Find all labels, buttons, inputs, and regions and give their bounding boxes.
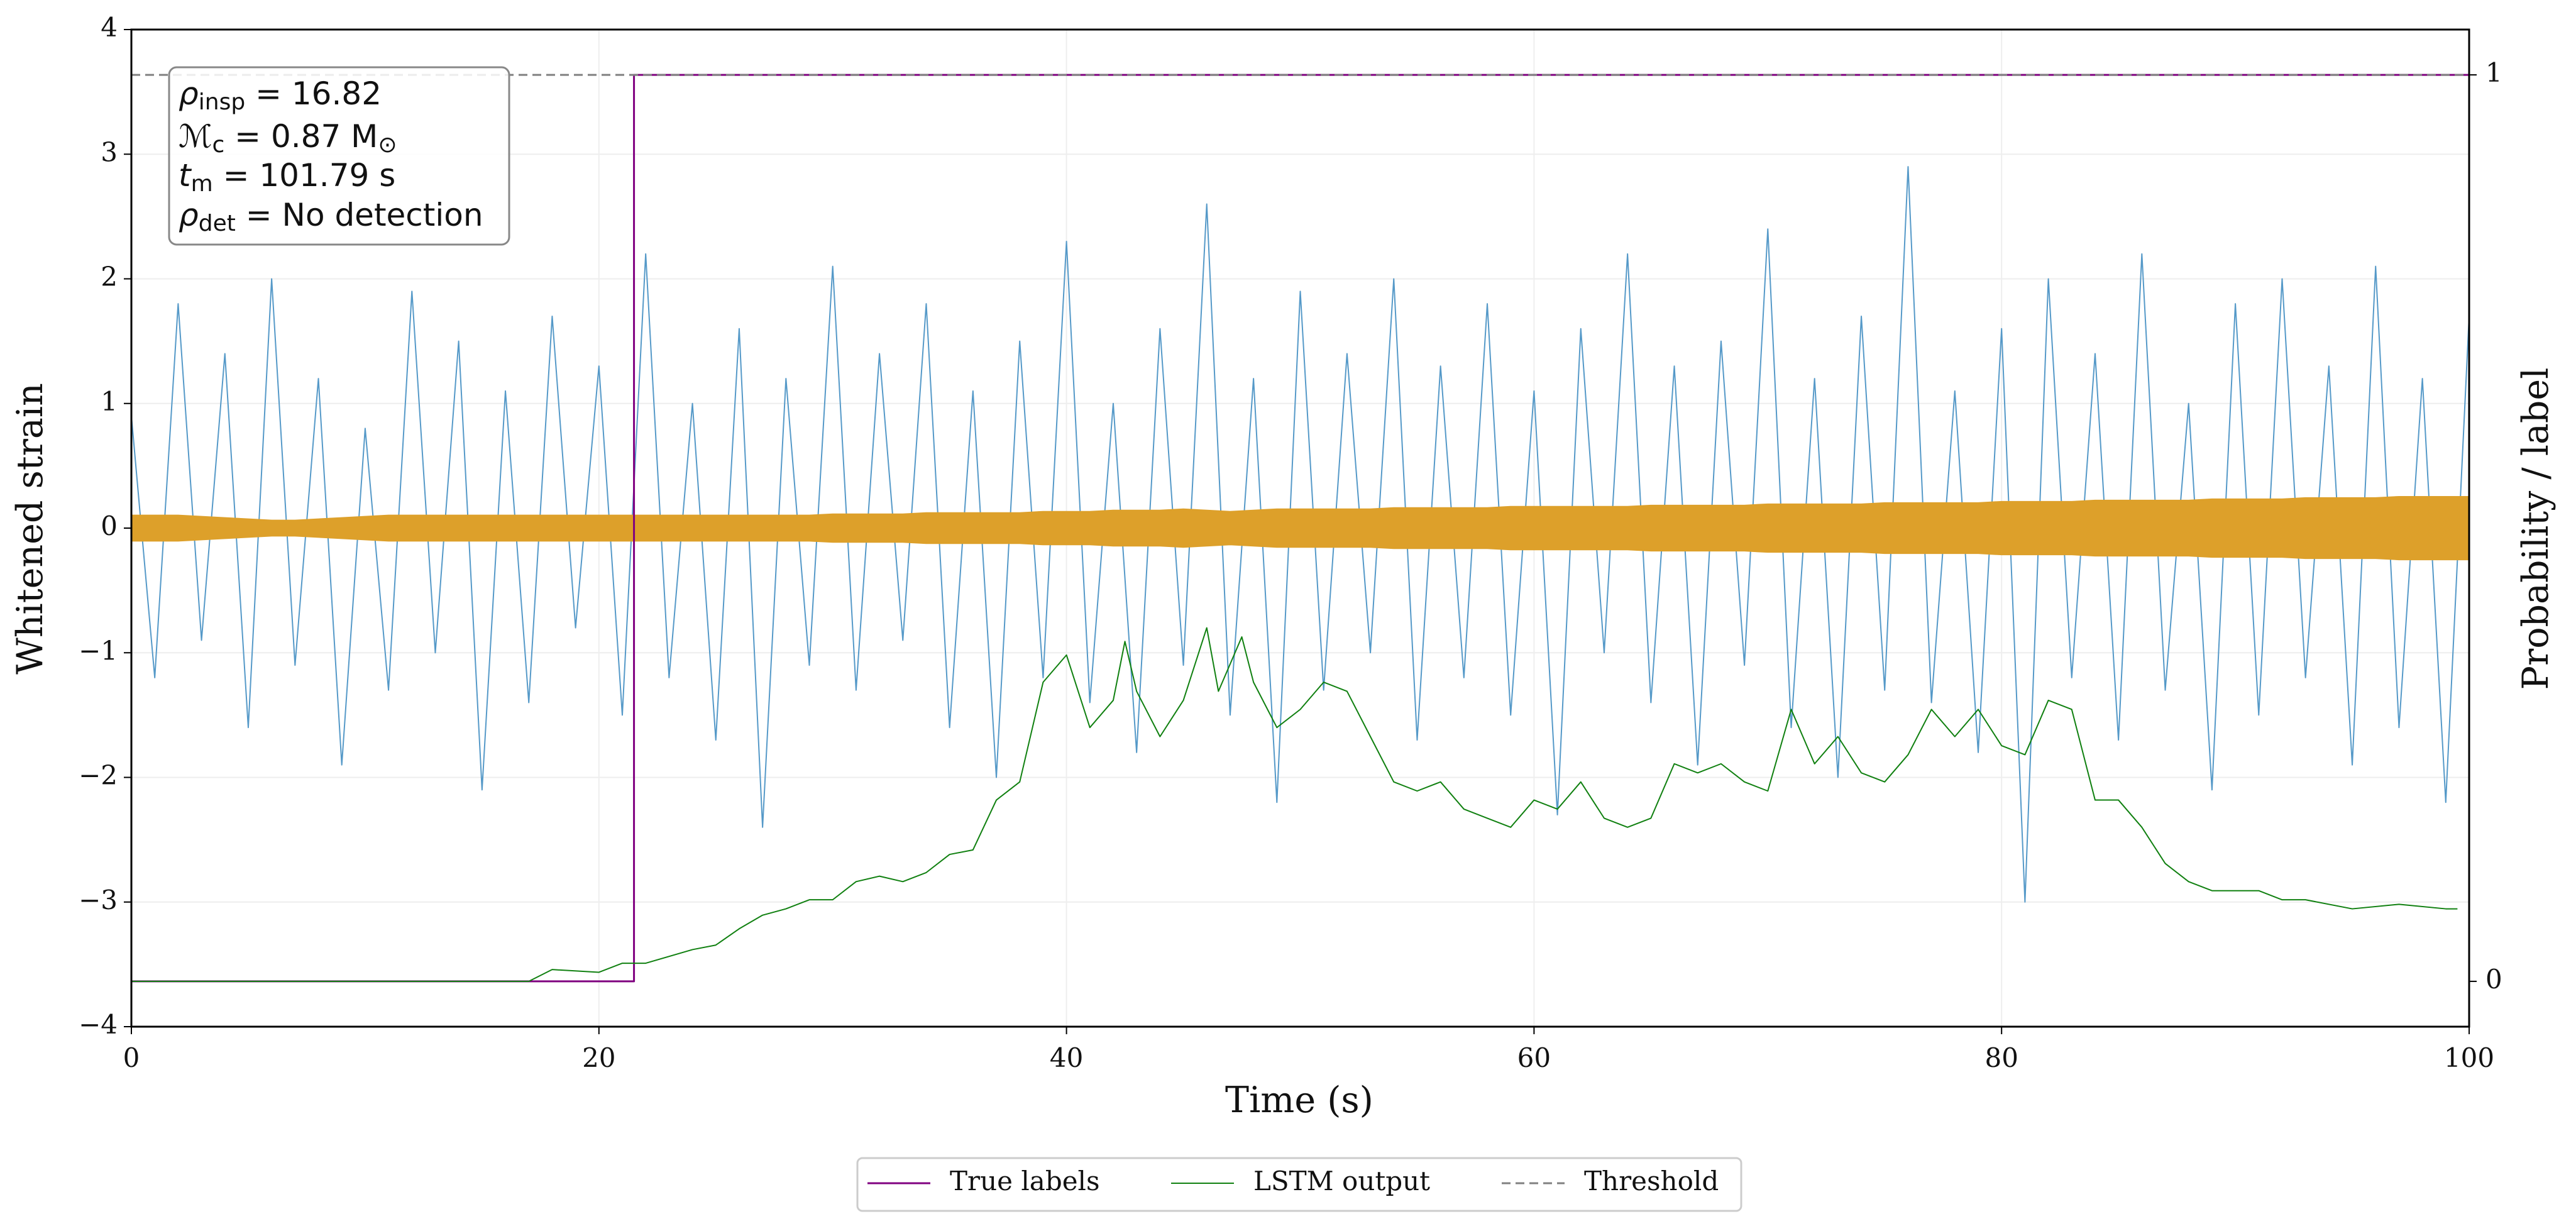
annotation-part: det [199, 211, 236, 236]
annotation-part: insp [199, 89, 245, 115]
annotation-part: ρ [179, 197, 199, 233]
y-tick-label: 0 [101, 511, 118, 541]
y-axis-label: Whitened strain [9, 383, 51, 675]
annotation: ℳc = 0.87 M⊙ [179, 118, 397, 158]
legend-box [856, 1157, 1742, 1212]
annotation-part: ⊙ [378, 132, 397, 158]
x-tick-label: 60 [1517, 1042, 1551, 1073]
annotation: ρinsp = 16.82 [179, 75, 382, 116]
x-tick-label: 0 [123, 1042, 140, 1073]
annotation-part: ℳ [179, 118, 212, 155]
annotation-part: = 0.87 M [224, 118, 378, 155]
annotation: tm = 101.79 s [179, 157, 395, 197]
y-tick-label: −2 [79, 760, 118, 791]
legend-label: LSTM output [1253, 1166, 1430, 1196]
annotation-part: = No detection [236, 197, 483, 233]
x-tick-label: 100 [2444, 1042, 2494, 1073]
x-tick-label: 20 [582, 1042, 615, 1073]
legend-label: Threshold [1584, 1166, 1719, 1196]
y-tick-label: 3 [101, 136, 118, 167]
y2-tick-label: 1 [2485, 57, 2502, 88]
y-tick-label: 2 [101, 262, 118, 292]
y-tick-label: −3 [79, 885, 118, 915]
y2-axis-label: Probability / label [2515, 368, 2557, 690]
axes-frame [130, 28, 2470, 1028]
annotation-part: = 16.82 [245, 75, 382, 112]
annotation: ρdet = No detection [179, 197, 483, 237]
annotation-box [168, 66, 510, 246]
series-line [131, 627, 2458, 982]
strain-line [131, 166, 2470, 903]
y-tick-label: 1 [101, 386, 118, 417]
annotation-part: ρ [179, 75, 199, 112]
y-tick-label: −1 [79, 635, 118, 666]
legend-label: True labels [950, 1166, 1100, 1196]
y2-tick-label: 0 [2485, 964, 2502, 995]
annotation-part: c [212, 132, 224, 158]
x-tick-label: 40 [1050, 1042, 1083, 1073]
legend: True labels LSTM output Threshold [867, 1166, 1719, 1196]
y-tick-label: −4 [79, 1009, 118, 1040]
x-axis-label: Time (s) [1225, 1079, 1373, 1121]
annotation-part: = 101.79 s [213, 157, 396, 194]
y-tick-label: 4 [101, 12, 118, 43]
annotation-part: m [191, 171, 213, 197]
x-tick-label: 80 [1984, 1042, 2018, 1073]
annotation-part: t [179, 157, 192, 194]
